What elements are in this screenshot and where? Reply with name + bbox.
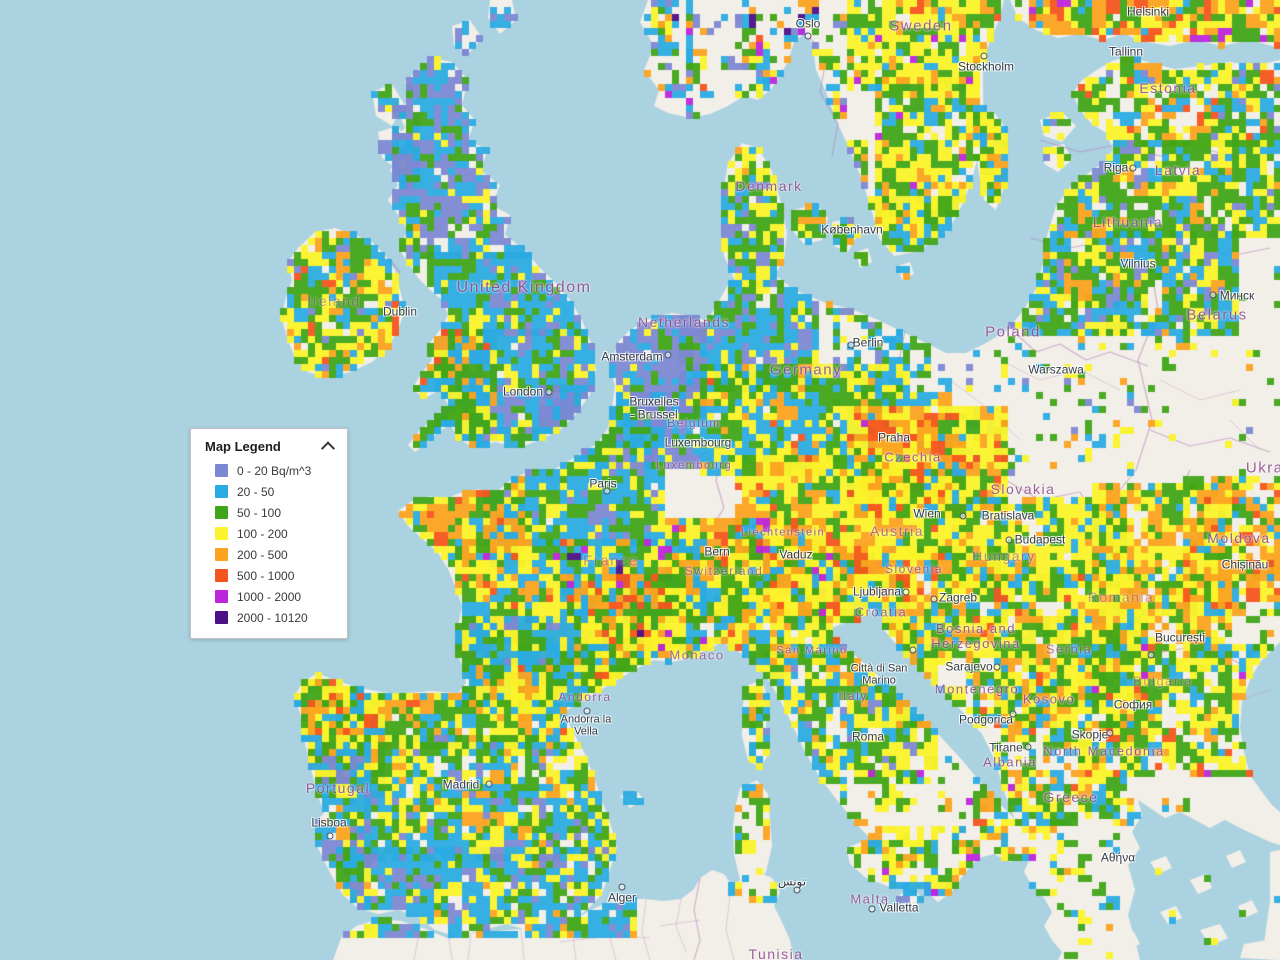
- legend-item: 50 - 100: [215, 502, 347, 523]
- legend-item-label: 50 - 100: [237, 505, 282, 520]
- legend-item: 100 - 200: [215, 523, 347, 544]
- legend-swatch: [215, 506, 228, 519]
- legend-rows: 0 - 20 Bq/m^3 20 - 50 50 - 100 100 - 200 200…: [191, 460, 347, 628]
- legend-swatch: [215, 527, 228, 540]
- legend-item: 1000 - 2000: [215, 586, 347, 607]
- legend-item: 2000 - 10120: [215, 607, 347, 628]
- legend-item: 0 - 20 Bq/m^3: [215, 460, 347, 481]
- legend-swatch: [215, 569, 228, 582]
- legend-item-label: 20 - 50: [237, 484, 275, 499]
- legend-swatch: [215, 590, 228, 603]
- map-legend-panel: Map Legend 0 - 20 Bq/m^3 20 - 50 50 - 100 1…: [190, 428, 348, 639]
- legend-item: 500 - 1000: [215, 565, 347, 586]
- legend-item-label: 1000 - 2000: [237, 589, 302, 604]
- legend-swatch: [215, 611, 228, 624]
- chevron-up-icon[interactable]: [320, 440, 336, 455]
- legend-item: 20 - 50: [215, 481, 347, 502]
- legend-title: Map Legend: [205, 439, 281, 454]
- legend-item-label: 0 - 20 Bq/m^3: [237, 463, 312, 478]
- legend-swatch: [215, 548, 228, 561]
- legend-item-label: 100 - 200: [237, 526, 288, 541]
- legend-swatch: [215, 464, 228, 477]
- legend-item-label: 2000 - 10120: [237, 610, 308, 625]
- legend-item-label: 500 - 1000: [237, 568, 295, 583]
- legend-header: Map Legend: [191, 429, 347, 460]
- legend-swatch: [215, 485, 228, 498]
- legend-item-label: 200 - 500: [237, 547, 288, 562]
- legend-item: 200 - 500: [215, 544, 347, 565]
